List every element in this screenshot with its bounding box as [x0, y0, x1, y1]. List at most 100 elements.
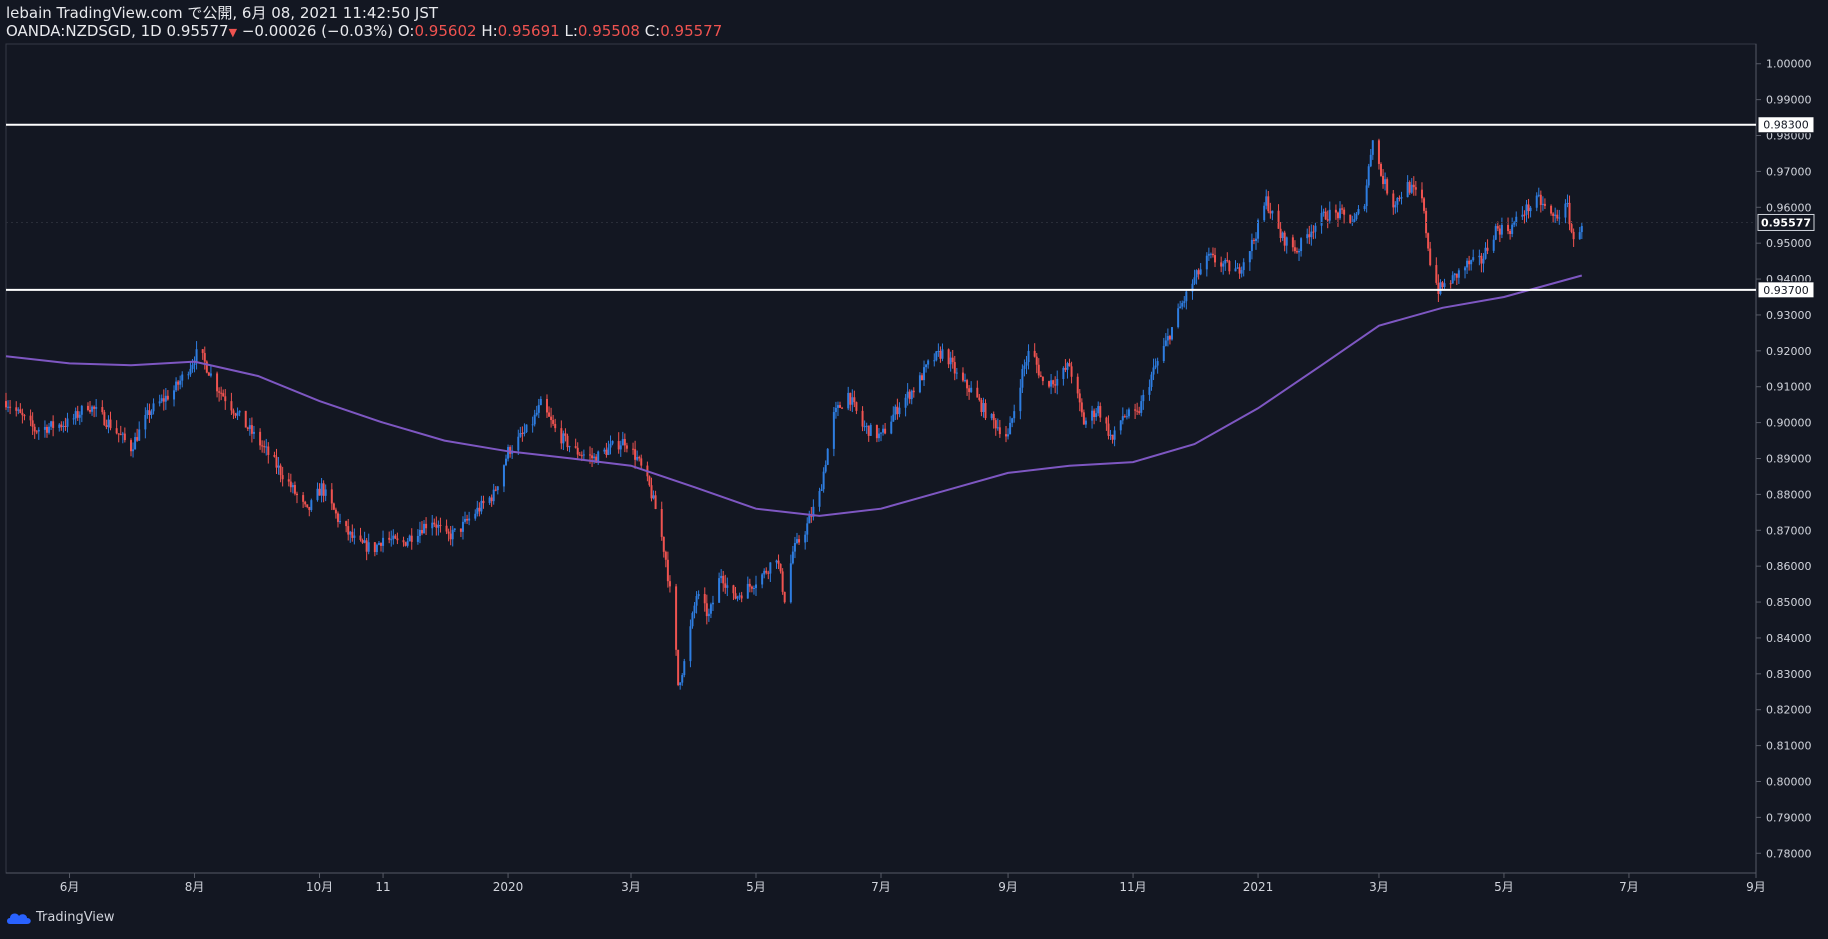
candle-body [966, 380, 969, 389]
candle-body [58, 424, 61, 428]
candle-body [933, 360, 936, 362]
candle-body [136, 437, 139, 441]
horizontal-line-label-box [1757, 116, 1815, 134]
publisher-line: lebain TradingView.com で公開, 6月 08, 2021 … [6, 4, 439, 22]
candle-body [1205, 255, 1208, 270]
candle-body [689, 626, 692, 662]
candle-body [597, 451, 600, 463]
candle-body [998, 427, 1001, 435]
candle-body [562, 433, 565, 444]
candle-body [339, 521, 342, 523]
candle-body [453, 528, 456, 530]
candle-body [277, 465, 280, 468]
candle-body [334, 509, 337, 514]
candle-body [517, 436, 520, 451]
candle-body [662, 536, 665, 552]
candle-body [591, 455, 594, 459]
candle-body [750, 586, 753, 589]
candle-body [1429, 248, 1432, 266]
candle-body [660, 509, 663, 537]
candle-body [164, 395, 167, 402]
candle-body [1023, 365, 1026, 369]
open-value: 0.95602 [414, 22, 477, 40]
candle-body [863, 426, 866, 428]
candle-body [261, 445, 264, 447]
candle-body [1240, 270, 1243, 274]
candle-body [1480, 255, 1483, 264]
x-tick-label: 9月 [1746, 880, 1766, 894]
candle-body [435, 524, 438, 528]
candle-body [1353, 219, 1356, 222]
candle-body [17, 409, 20, 411]
candle-body [1162, 345, 1165, 362]
candle-body [1025, 362, 1028, 366]
candle-body [968, 388, 971, 393]
candle-body [91, 406, 94, 412]
candle-body [810, 515, 813, 517]
candle-body [918, 375, 921, 393]
time-axis[interactable]: 6月 8月 10月 11 2020 3月 5月 7月 9月 11月 2021 3月 5月 7月 9月 [60, 873, 1766, 894]
candle-body [578, 454, 581, 456]
candle-body [1298, 251, 1301, 253]
candle-body [994, 420, 997, 429]
candle-body [1271, 210, 1274, 214]
candle-body [76, 411, 79, 418]
candle-body [605, 449, 608, 455]
candle-body [865, 425, 868, 427]
candle-body [535, 412, 538, 415]
candle-body [1554, 214, 1557, 216]
candle-body [349, 531, 352, 535]
candle-body [1140, 401, 1143, 413]
candle-body [695, 596, 698, 606]
symbol-label: OANDA:NZDSGD, 1D [6, 22, 162, 40]
candle-body [545, 399, 548, 413]
candle-body [964, 380, 967, 382]
candle-body [1226, 259, 1229, 262]
tradingview-logo[interactable]: TradingView [6, 910, 115, 925]
candle-body [1136, 410, 1139, 412]
candle-body [947, 349, 950, 365]
candle-body [121, 433, 124, 435]
x-tick-label: 5月 [1494, 880, 1514, 894]
candle-body [461, 521, 464, 532]
y-tick-label: 0.89000 [1766, 453, 1812, 466]
y-tick-label: 0.85000 [1766, 596, 1812, 609]
price-axis[interactable]: 1.000000.990000.980000.970000.960000.950… [1756, 58, 1812, 861]
candle-body [295, 493, 298, 496]
candle-body [836, 405, 839, 408]
candle-body [304, 501, 307, 505]
candle-body [1134, 409, 1137, 411]
candle-body [769, 562, 772, 574]
candle-body [970, 387, 973, 393]
candle-body [1009, 422, 1012, 435]
candle-body [160, 398, 163, 402]
candle-body [390, 539, 393, 541]
candle-body [1222, 263, 1225, 267]
candle-body [1410, 184, 1413, 193]
x-tick-label: 7月 [871, 880, 891, 894]
candle-body [1566, 202, 1569, 204]
candle-body [531, 424, 534, 426]
candle-body [496, 486, 499, 491]
candle-body [218, 391, 221, 393]
candle-body [834, 407, 837, 413]
last-price-box [1757, 213, 1815, 231]
candle-body [433, 522, 436, 525]
down-arrow-icon: ▼ [228, 26, 238, 39]
candle-body [890, 421, 893, 434]
candle-body [425, 523, 428, 529]
candle-body [617, 441, 620, 450]
candle-body [224, 396, 227, 402]
candle-body [519, 433, 522, 437]
candle-body [1252, 239, 1255, 241]
candle-body [746, 583, 749, 599]
candle-body [306, 504, 309, 508]
candle-body [1408, 182, 1411, 193]
candle-body [1170, 327, 1173, 340]
x-tick-label: 3月 [1369, 880, 1389, 894]
candle-body [449, 533, 452, 540]
candle-body [416, 535, 419, 542]
candle-body [459, 528, 462, 532]
candle-body [394, 535, 397, 539]
